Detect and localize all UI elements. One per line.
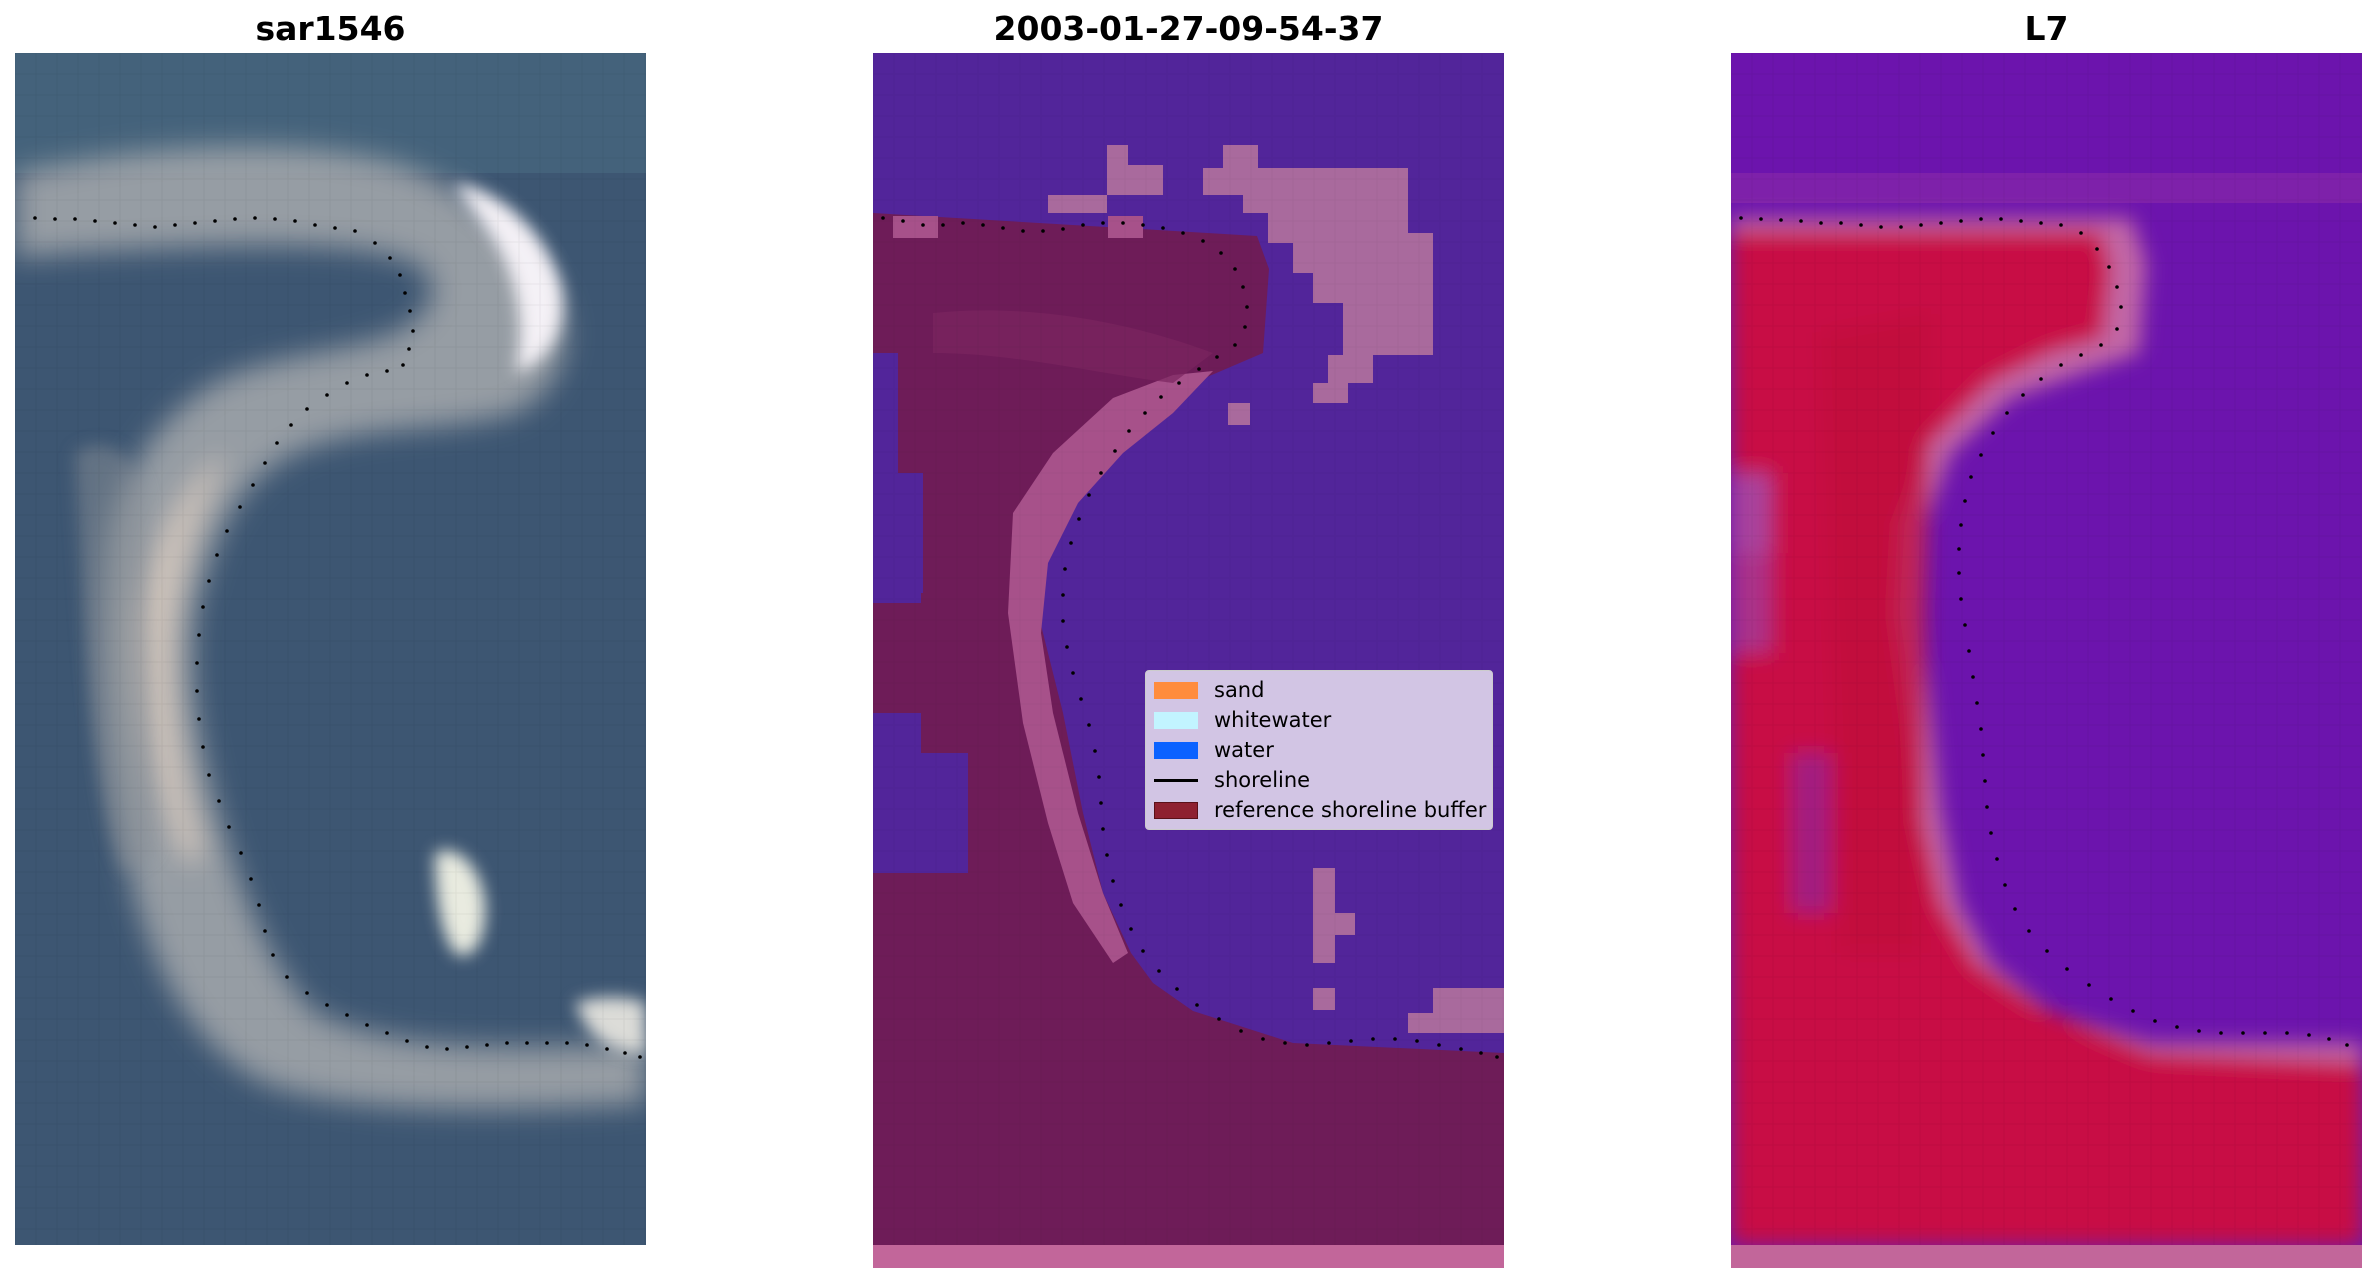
panel-title-rgb: sar1546: [255, 9, 406, 48]
rgb-image: [15, 53, 646, 1245]
legend-label: water: [1214, 738, 1274, 762]
classification-panel: [873, 53, 1504, 1268]
shoreline-dots-rgb: [33, 216, 642, 1059]
legend-item-whitewater: whitewater: [1154, 706, 1331, 734]
legend: sand whitewater water shoreline referenc…: [1145, 670, 1493, 830]
legend-item-shoreline: shoreline: [1154, 766, 1310, 794]
index-image: [1731, 53, 2362, 1268]
whitewater-swatch: [1154, 711, 1198, 729]
panel-title-index: L7: [2024, 9, 2069, 48]
legend-label: whitewater: [1214, 708, 1332, 732]
reference-buffer-swatch: [1154, 801, 1198, 819]
legend-item-water: water: [1154, 736, 1274, 764]
shoreline-line-swatch: [1154, 778, 1198, 782]
legend-label: sand: [1214, 678, 1265, 702]
legend-item-reference-buffer: reference shoreline buffer: [1154, 796, 1486, 824]
legend-label: shoreline: [1214, 768, 1311, 792]
water-swatch: [1154, 741, 1198, 759]
shoreline-dots-index: [1739, 216, 2349, 1047]
classification-image: [873, 53, 1504, 1268]
index-image-panel: [1731, 53, 2362, 1268]
panel-title-classification: 2003-01-27-09-54-37: [993, 9, 1384, 48]
shoreline-dots-classification: [881, 216, 1499, 1059]
legend-label: reference shoreline buffer: [1214, 798, 1487, 822]
legend-item-sand: sand: [1154, 676, 1264, 704]
rgb-image-panel: [15, 53, 646, 1245]
sand-swatch: [1154, 681, 1198, 699]
